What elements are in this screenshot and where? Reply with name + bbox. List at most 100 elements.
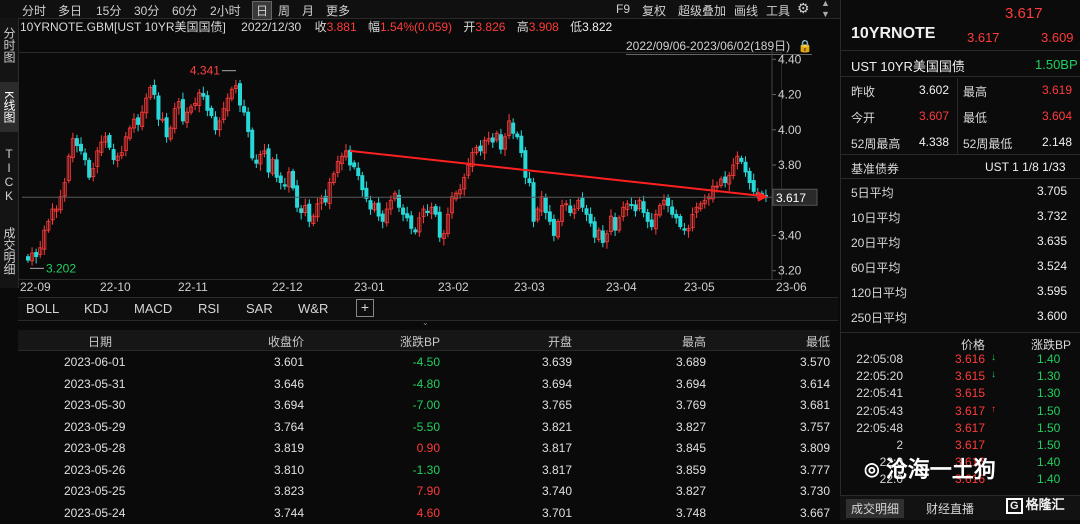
tab-live-finance[interactable]: 财经直播 xyxy=(926,500,974,517)
wechat-icon: ◎ xyxy=(864,459,880,479)
x-tick-label: 23-03 xyxy=(514,280,545,294)
cell-high: 3.845 xyxy=(676,441,706,455)
period-tab-2h[interactable]: 2小时 xyxy=(210,2,241,19)
candle-down xyxy=(308,204,311,221)
y-tick-label: 4.00 xyxy=(778,123,802,137)
add-indicator-icon[interactable]: + xyxy=(356,299,374,317)
cell-high: 3.694 xyxy=(676,377,706,391)
vtab-tick[interactable]: TICK xyxy=(0,144,18,206)
cell-close: 3.646 xyxy=(274,377,304,391)
indicator-tab-wr[interactable]: W&R xyxy=(298,301,328,316)
average-label: 10日平均 xyxy=(851,209,900,226)
cell-date: 2023-05-28 xyxy=(64,441,125,455)
day-high-value: 3.619 xyxy=(1042,83,1072,97)
open-value: 3.607 xyxy=(919,109,949,123)
period-tab-60min[interactable]: 60分 xyxy=(172,2,197,19)
indicator-tab-boll[interactable]: BOLL xyxy=(26,301,59,316)
cell-close: 3.764 xyxy=(274,420,304,434)
tick-time: 22:05:20 xyxy=(856,369,903,383)
vtab-trades[interactable]: 成交明细 xyxy=(0,218,18,284)
candle-down xyxy=(414,230,417,232)
candle-down xyxy=(108,135,111,147)
tick-bp: 1.50 xyxy=(1037,421,1060,435)
candle-down xyxy=(499,135,502,149)
candle-down xyxy=(157,96,160,119)
candle-down xyxy=(601,231,604,243)
quote-symbol: 10YRNOTE xyxy=(851,25,935,43)
cell-high: 3.748 xyxy=(676,506,706,520)
period-tab-multiday[interactable]: 多日 xyxy=(58,2,82,19)
wk52-high-label: 52周最高 xyxy=(851,135,900,152)
average-value: 3.732 xyxy=(1037,209,1067,223)
cell-open: 3.701 xyxy=(542,506,572,520)
indicator-tab-macd[interactable]: MACD xyxy=(134,301,172,316)
indicator-tab-kdj[interactable]: KDJ xyxy=(84,301,109,316)
period-tab-15min[interactable]: 15分 xyxy=(96,2,121,19)
super-overlay-button[interactable]: 超级叠加 xyxy=(678,2,726,19)
candle-down xyxy=(548,212,551,222)
candle-down xyxy=(112,149,115,159)
cell-low: 3.667 xyxy=(800,506,830,520)
candle-down xyxy=(679,216,682,226)
candle-down xyxy=(381,214,384,221)
candlestick-chart[interactable]: 4.404.204.003.803.603.403.2022-0922-1022… xyxy=(18,18,840,298)
candle-down xyxy=(88,160,91,177)
wk52-high-value: 4.338 xyxy=(919,135,949,149)
col-header-open[interactable]: 开盘 xyxy=(548,333,572,350)
f9-button[interactable]: F9 xyxy=(616,2,630,16)
watermark-text: 沧海一土狗 xyxy=(886,457,996,482)
tick-header-bp: 涨跌BP xyxy=(1031,336,1071,353)
period-tab-month[interactable]: 月 xyxy=(302,2,314,19)
period-tab-fenshi[interactable]: 分时 xyxy=(22,2,46,19)
cell-close: 3.823 xyxy=(274,484,304,498)
tick-bp: 1.30 xyxy=(1037,386,1060,400)
col-header-date[interactable]: 日期 xyxy=(88,333,112,350)
collapse-chevron-icon[interactable]: ⌄ xyxy=(422,318,429,327)
candle-down xyxy=(512,123,515,133)
vtab-kline[interactable]: K线图 xyxy=(0,82,18,132)
chevron-up-icon[interactable]: ▲ xyxy=(821,0,830,8)
tick-price: 3.617 xyxy=(955,404,985,418)
wk52-low-label: 52周最低 xyxy=(963,135,1012,152)
logo-mark-icon: G xyxy=(1006,498,1023,514)
period-tab-30min[interactable]: 30分 xyxy=(134,2,159,19)
vtab-fenshi[interactable]: 分时图 xyxy=(0,22,18,68)
candle-down xyxy=(613,218,616,231)
draw-line-button[interactable]: 画线 xyxy=(734,2,758,19)
ask-price: 3.609 xyxy=(1041,30,1074,45)
min-label: 3.202 xyxy=(46,261,76,275)
tools-button[interactable]: 工具 xyxy=(766,2,790,19)
indicator-tab-rsi[interactable]: RSI xyxy=(198,301,220,316)
col-header-low[interactable]: 最低 xyxy=(806,333,830,350)
adjust-button[interactable]: 复权 xyxy=(642,2,666,19)
col-header-close[interactable]: 收盘价 xyxy=(268,333,304,350)
candle-down xyxy=(401,208,404,214)
indicator-tabs: BOLL KDJ MACD RSI SAR W&R + ⌄ xyxy=(18,297,838,321)
y-tick-label: 4.40 xyxy=(778,52,802,66)
cell-low: 3.570 xyxy=(800,355,830,369)
cell-close: 3.744 xyxy=(274,506,304,520)
gear-icon[interactable]: ⚙ xyxy=(797,0,810,17)
tab-trade-details[interactable]: 成交明细 xyxy=(846,499,904,518)
average-value: 3.600 xyxy=(1037,309,1067,323)
cell-change: 4.60 xyxy=(417,506,440,520)
x-tick-label: 23-05 xyxy=(684,280,715,294)
period-tab-more[interactable]: 更多 xyxy=(326,2,350,19)
col-header-high[interactable]: 最高 xyxy=(682,333,706,350)
cell-change: 0.90 xyxy=(417,441,440,455)
candle-down xyxy=(300,209,303,213)
period-tab-week[interactable]: 周 xyxy=(278,2,290,19)
candle-down xyxy=(214,117,217,130)
average-label: 20日平均 xyxy=(851,234,900,251)
col-header-change[interactable]: 涨跌BP xyxy=(400,333,440,350)
candle-down xyxy=(630,204,633,205)
indicator-tab-sar[interactable]: SAR xyxy=(246,301,273,316)
